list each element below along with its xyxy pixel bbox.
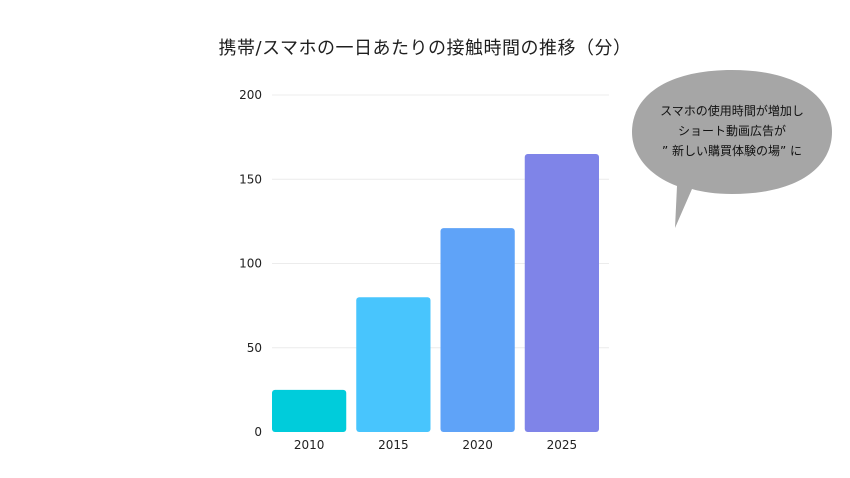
callout-text: スマホの使用時間が増加し ショート動画広告が ” 新しい購買体験の場” に <box>632 101 832 161</box>
y-axis-ticks: 0 50 100 150 200 <box>239 88 262 439</box>
bar-2025 <box>524 153 599 432</box>
y-tick-label: 100 <box>239 257 262 271</box>
x-tick-label: 2025 <box>547 438 578 452</box>
x-tick-label: 2020 <box>462 438 493 452</box>
speech-bubble-shape <box>632 70 832 228</box>
y-tick-label: 0 <box>254 425 262 439</box>
speech-bubble <box>632 70 832 228</box>
y-tick-label: 200 <box>239 88 262 102</box>
callout-line-1: スマホの使用時間が増加し <box>660 104 804 118</box>
callout-line-3: ” 新しい購買体験の場” に <box>661 144 803 158</box>
x-tick-label: 2010 <box>294 438 325 452</box>
bar-2020 <box>440 228 515 432</box>
x-axis-ticks: 2010 2015 2020 2025 <box>294 438 577 452</box>
y-tick-label: 150 <box>239 172 262 186</box>
x-tick-label: 2015 <box>378 438 409 452</box>
y-tick-label: 50 <box>247 341 262 355</box>
callout-line-2: ショート動画広告が <box>677 124 786 138</box>
bar-2010 <box>272 389 347 432</box>
bars <box>272 153 599 432</box>
chart-title: 携帯/スマホの一日あたりの接触時間の推移（分） <box>218 38 632 59</box>
bar-2015 <box>356 297 431 432</box>
